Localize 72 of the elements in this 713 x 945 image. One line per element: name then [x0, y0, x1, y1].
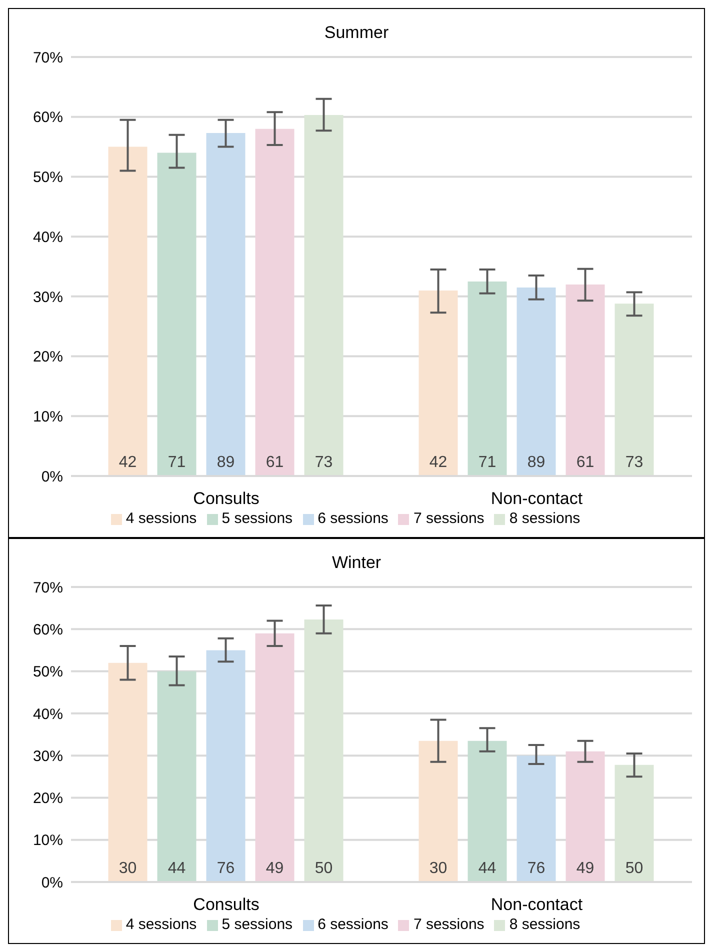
legend-label: 6 sessions — [318, 916, 388, 933]
annotation: 49 — [266, 860, 284, 877]
y-tick-label: 10% — [32, 832, 63, 850]
legend-label: 6 sessions — [318, 510, 388, 527]
legend-label: 5 sessions — [222, 916, 293, 933]
annotation: 71 — [478, 454, 496, 471]
y-tick-label: 0% — [41, 468, 63, 486]
bar — [566, 284, 605, 476]
annotation: 49 — [576, 860, 594, 877]
annotation: 89 — [216, 454, 235, 471]
bar — [418, 740, 458, 882]
y-tick-label: 70% — [32, 49, 63, 66]
y-tick-label: 20% — [32, 348, 63, 366]
annotation: 61 — [266, 454, 284, 471]
bar — [157, 152, 196, 476]
bar — [206, 133, 246, 476]
bar — [566, 751, 605, 882]
y-tick-label: 40% — [32, 706, 63, 723]
annotation: 44 — [478, 860, 496, 877]
bar — [516, 756, 556, 882]
bar — [614, 304, 654, 476]
annotation: 42 — [118, 454, 137, 471]
bar — [108, 662, 148, 882]
bar — [304, 619, 344, 882]
bar — [304, 115, 344, 476]
legend-label: 4 sessions — [126, 510, 197, 527]
legend-label: 8 sessions — [509, 916, 580, 933]
y-tick-label: 10% — [32, 408, 63, 426]
annotation: 76 — [527, 860, 546, 877]
annotation: 61 — [576, 454, 594, 471]
y-tick-label: 30% — [32, 748, 63, 765]
annotation: 89 — [527, 454, 546, 471]
bar — [468, 740, 507, 882]
bar — [206, 650, 246, 882]
y-tick-label: 50% — [32, 664, 63, 681]
annotation: 73 — [314, 454, 333, 471]
annotation: 76 — [216, 860, 235, 877]
annotation: 50 — [625, 860, 644, 877]
y-tick-label: 60% — [32, 621, 63, 638]
annotation: 73 — [625, 454, 644, 471]
legend-label: 7 sessions — [413, 510, 484, 527]
y-tick-label: 60% — [32, 109, 63, 126]
x-tick-label: Non-contact — [490, 489, 583, 508]
legend-label: 4 sessions — [126, 916, 197, 933]
annotation: 71 — [168, 454, 186, 471]
bar — [108, 146, 148, 476]
y-tick-label: 20% — [32, 790, 63, 808]
chart-title: Winter — [330, 552, 382, 574]
bar — [516, 287, 556, 476]
annotation: 30 — [118, 860, 137, 877]
bar — [468, 281, 507, 476]
chart-title: Summer — [323, 22, 390, 44]
legend-label: 8 sessions — [509, 510, 580, 527]
annotation: 42 — [429, 454, 448, 471]
y-tick-label: 50% — [32, 169, 63, 186]
bar — [157, 671, 196, 882]
y-tick-label: 70% — [32, 579, 63, 596]
y-tick-label: 30% — [32, 288, 63, 306]
bar — [614, 764, 654, 882]
annotation: 50 — [314, 860, 333, 877]
bar — [255, 128, 294, 476]
legend-label: 7 sessions — [413, 916, 484, 933]
legend-label: 5 sessions — [222, 510, 293, 527]
x-tick-label: Consults — [193, 895, 260, 914]
bar — [418, 290, 458, 476]
annotation: 30 — [429, 860, 448, 877]
y-tick-label: 40% — [32, 228, 63, 246]
x-tick-label: Consults — [193, 489, 260, 508]
x-tick-label: Non-contact — [490, 895, 583, 914]
y-tick-label: 0% — [41, 874, 63, 892]
annotation: 44 — [168, 860, 186, 877]
bar — [255, 633, 294, 882]
